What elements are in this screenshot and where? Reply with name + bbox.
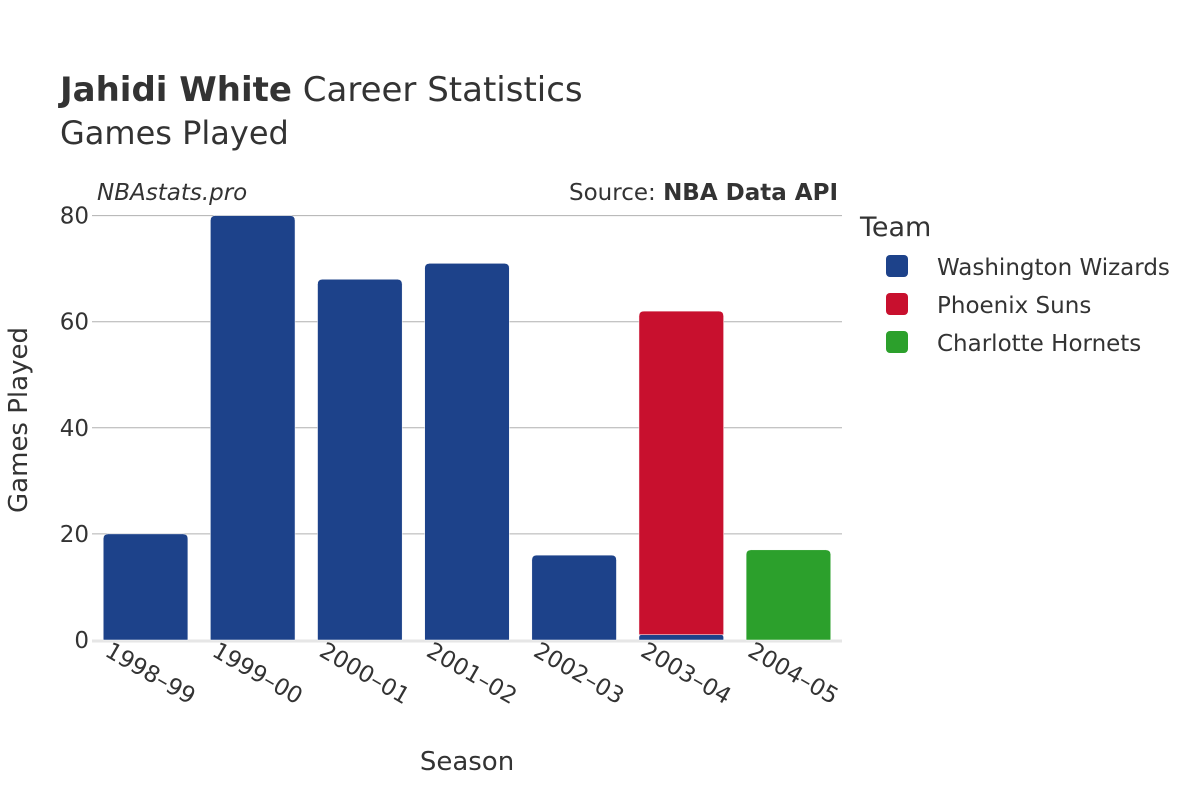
x-axis-ticks: 1998–99 1999–00 2000–01 2001–02 2002–03 2003–… xyxy=(101,638,843,710)
x-axis-title: Season xyxy=(420,747,514,777)
bars xyxy=(103,215,831,641)
x-tick-label: 2002–03 xyxy=(529,638,628,710)
legend-title: Team xyxy=(859,212,931,243)
legend-swatch[interactable] xyxy=(886,255,908,277)
y-tick-label: 80 xyxy=(60,204,89,230)
x-tick-label: 2001–02 xyxy=(422,638,521,710)
bar-washington-wizards[interactable] xyxy=(103,533,189,641)
y-tick-label: 20 xyxy=(60,522,89,548)
chart-title: Jahidi White Career Statistics xyxy=(58,70,583,110)
bar-washington-wizards[interactable] xyxy=(424,263,510,641)
chart-subtitle: Games Played xyxy=(60,114,289,152)
bar-washington-wizards[interactable] xyxy=(317,279,403,641)
legend-label[interactable]: Charlotte Hornets xyxy=(937,331,1141,357)
bar-washington-wizards[interactable] xyxy=(531,554,617,641)
y-axis-title: Games Played xyxy=(4,327,34,513)
y-tick-label: 40 xyxy=(60,416,89,442)
bar-charlotte-hornets[interactable] xyxy=(745,549,831,641)
x-tick-label: 1998–99 xyxy=(101,638,200,710)
y-axis-ticks: 0 20 40 60 80 xyxy=(60,204,89,654)
x-tick-label: 2003–04 xyxy=(636,638,735,710)
legend-label[interactable]: Phoenix Suns xyxy=(937,293,1091,319)
legend-label[interactable]: Washington Wizards xyxy=(937,255,1170,281)
y-tick-label: 0 xyxy=(74,628,89,654)
legend-swatch[interactable] xyxy=(886,293,908,315)
title-rest: Career Statistics xyxy=(292,70,583,110)
source-prefix: Source: xyxy=(569,180,663,206)
legend: Team Washington Wizards Phoenix Suns Charl… xyxy=(859,212,1170,357)
legend-swatch[interactable] xyxy=(886,331,908,353)
site-watermark: NBAstats.pro xyxy=(97,180,247,206)
source-name: NBA Data API xyxy=(663,180,838,206)
bar-washington-wizards[interactable] xyxy=(210,215,296,641)
source-label: Source: NBA Data API xyxy=(569,180,838,206)
y-tick-label: 60 xyxy=(60,310,89,336)
x-tick-label: 2000–01 xyxy=(315,638,414,710)
bar-phoenix-suns[interactable] xyxy=(638,310,724,635)
player-name: Jahidi White xyxy=(58,70,292,110)
x-tick-label: 2004–05 xyxy=(743,638,842,710)
x-tick-label: 1999–00 xyxy=(208,638,307,710)
